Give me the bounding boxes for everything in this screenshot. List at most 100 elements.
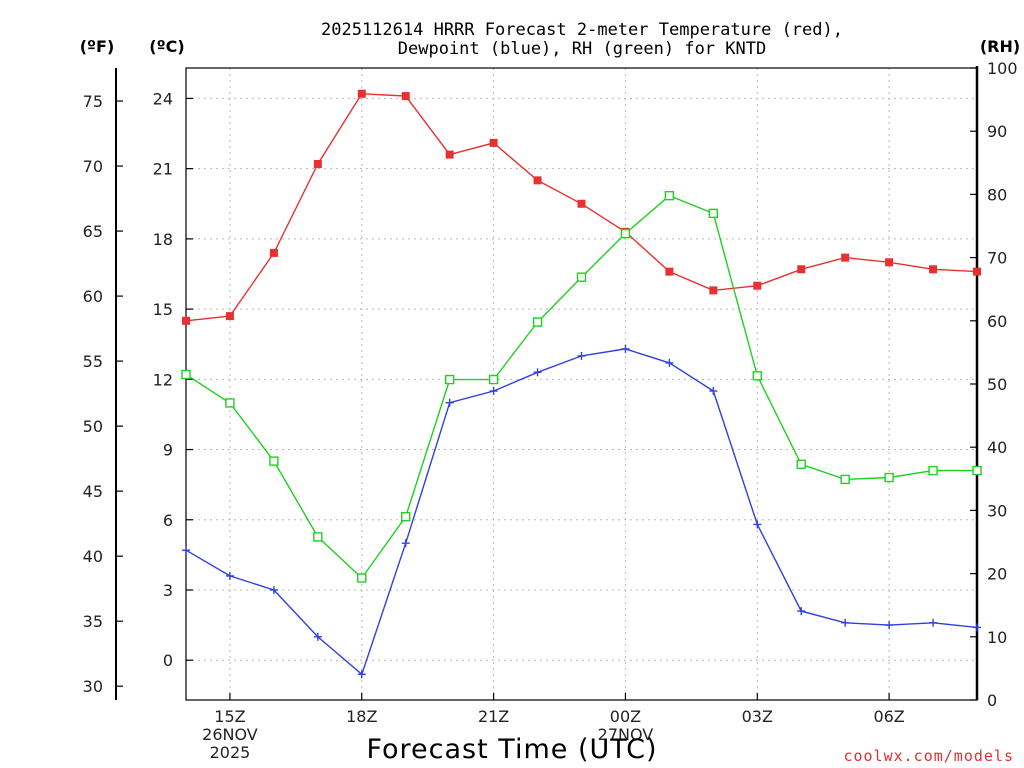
chart-title: 2025112614 HRRR Forecast 2-meter Tempera…	[321, 20, 843, 40]
grid-lines	[186, 68, 977, 700]
celsius-tick-label: 0	[163, 651, 173, 670]
temperature-point	[182, 316, 190, 325]
temperature-point	[797, 265, 806, 274]
celsius-tick-label: 6	[163, 511, 173, 530]
dewpoint-point	[489, 387, 498, 396]
celsius-tick-label: 15	[153, 300, 173, 319]
temperature-point	[709, 286, 718, 295]
x-tick-label: 03Z	[742, 707, 773, 726]
chart-subtitle: Dewpoint (blue), RH (green) for KNTD	[398, 39, 766, 59]
rh-tick-label: 90	[987, 122, 1007, 141]
dewpoint-point	[533, 368, 542, 377]
rh-tick-label: 0	[987, 691, 997, 710]
temperature-point	[225, 312, 234, 321]
x-tick-label: 21Z	[478, 707, 509, 726]
rh-tick-label: 80	[987, 185, 1007, 204]
dewpoint-point	[225, 571, 234, 580]
fahrenheit-unit-label: (ºF)	[80, 37, 115, 56]
rh-point	[664, 190, 675, 201]
temperature-point	[533, 176, 542, 185]
rh-tick-label: 20	[987, 565, 1007, 584]
rh-line	[185, 194, 977, 580]
dewpoint-point	[885, 621, 894, 630]
rh-point	[488, 374, 499, 385]
temperature-point	[753, 281, 762, 290]
rh-point	[796, 459, 806, 469]
temperature-point	[313, 159, 322, 168]
x-tick-label: 00Z	[610, 707, 641, 726]
fahrenheit-tick-label: 40	[83, 547, 103, 566]
rh-point	[972, 465, 982, 476]
x-tick-label: 18Z	[346, 707, 377, 726]
temperature-point	[489, 138, 498, 147]
rh-tick-label: 30	[987, 501, 1007, 520]
rh-point	[532, 317, 543, 327]
dewpoint-point	[269, 585, 278, 594]
celsius-tick-label: 21	[153, 160, 173, 179]
rh-tick-label: 10	[987, 628, 1007, 647]
fahrenheit-tick-label: 30	[83, 677, 103, 696]
temperature-point	[269, 248, 278, 257]
dewpoint-point	[797, 607, 806, 616]
fahrenheit-tick-label: 35	[83, 612, 103, 631]
fahrenheit-tick-label: 55	[83, 352, 103, 371]
rh-point	[620, 228, 631, 239]
rh-point	[444, 374, 455, 385]
dewpoint-point	[357, 670, 366, 679]
rh-point	[884, 472, 894, 483]
celsius-tick-label: 24	[153, 89, 173, 108]
celsius-unit-label: (ºC)	[149, 37, 184, 56]
dewpoint-point	[665, 358, 674, 367]
temperature-point	[885, 258, 894, 267]
axes: 30 35 40 45 50 55 60 65 70 75 0 3 6 9 12 15 18 21 24 0 10 20 3…	[83, 59, 1018, 762]
rh-point	[313, 532, 323, 542]
dewpoint-point	[577, 351, 586, 360]
x-tick-label: 27NOV	[598, 725, 654, 744]
fahrenheit-tick-label: 65	[83, 222, 103, 241]
fahrenheit-tick-label: 50	[83, 417, 103, 436]
rh-point	[928, 465, 938, 476]
plot-frame	[185, 67, 978, 701]
temperature-point	[665, 267, 674, 276]
dewpoint-point	[182, 546, 190, 555]
rh-tick-label: 100	[987, 59, 1018, 78]
temperature-point	[841, 253, 850, 262]
x-tick-label: 06Z	[873, 707, 904, 726]
rh-point	[225, 398, 235, 408]
temperature-point	[973, 267, 981, 276]
rh-tick-label: 40	[987, 438, 1007, 457]
dewpoint-point	[753, 520, 762, 529]
temperature-point	[401, 92, 410, 101]
dewpoint-point	[445, 398, 454, 407]
fahrenheit-tick-label: 45	[83, 482, 103, 501]
celsius-tick-label: 12	[153, 370, 173, 389]
rh-point	[840, 474, 850, 485]
dewpoint-point	[401, 539, 410, 548]
dewpoint-point	[973, 623, 981, 632]
temperature-point	[445, 150, 454, 159]
rh-point	[181, 369, 191, 380]
rh-point	[357, 573, 367, 583]
dewpoint-point	[709, 387, 718, 396]
dewpoint-line	[185, 348, 978, 676]
temperature-point	[357, 89, 366, 98]
rh-point	[708, 208, 719, 219]
dewpoint-point	[621, 344, 630, 353]
dewpoint-point	[313, 632, 322, 641]
x-tick-label: 2025	[210, 743, 251, 762]
temperature-point	[577, 199, 586, 208]
rh-unit-label: (RH)	[980, 37, 1020, 56]
credit-text: coolwx.com/models	[843, 747, 1014, 765]
fahrenheit-tick-label: 60	[83, 287, 103, 306]
temperature-point	[929, 265, 938, 274]
rh-point	[269, 456, 279, 466]
dewpoint-point	[929, 618, 938, 627]
rh-tick-label: 50	[987, 375, 1007, 394]
rh-tick-label: 70	[987, 249, 1007, 268]
rh-tick-label: 60	[987, 312, 1007, 331]
celsius-tick-label: 18	[153, 230, 173, 249]
x-axis-label: Forecast Time (UTC)	[366, 734, 657, 765]
fahrenheit-tick-label: 70	[83, 157, 103, 176]
rh-point	[752, 371, 762, 381]
